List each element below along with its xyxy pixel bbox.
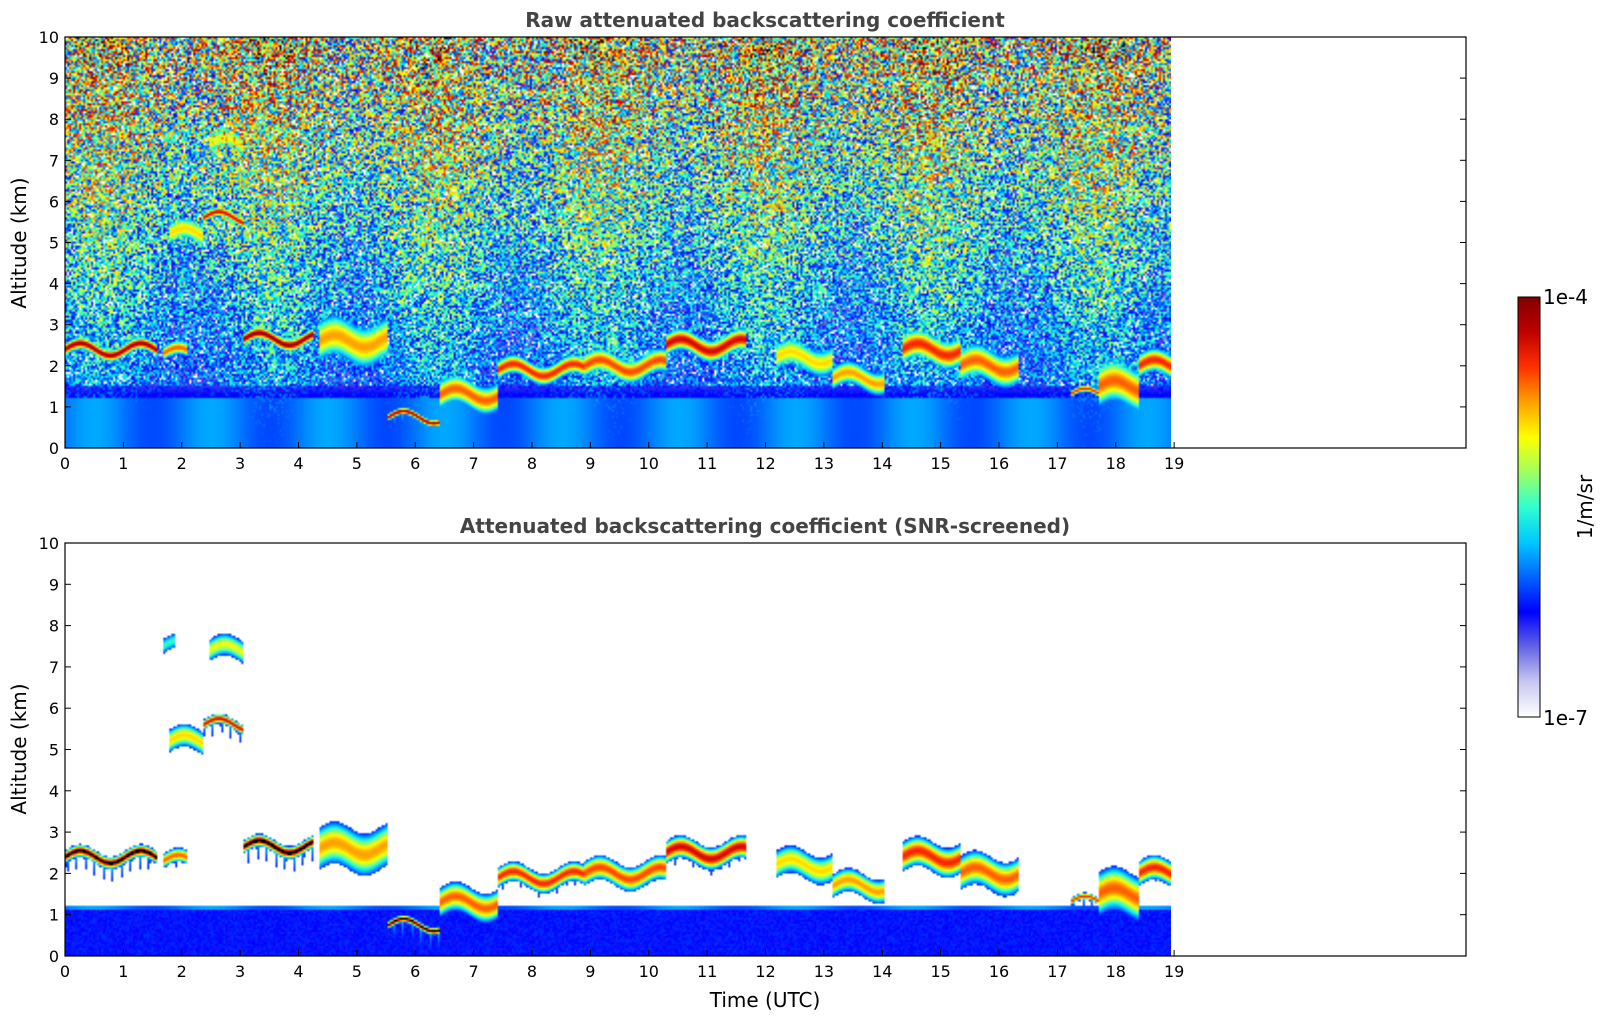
x-tick-label: 10 bbox=[639, 962, 659, 981]
x-tick-label: 3 bbox=[235, 454, 245, 473]
colorbar-min-label: 1e-7 bbox=[1543, 706, 1588, 730]
y-tick-label: 8 bbox=[49, 110, 59, 129]
y-tick-label: 0 bbox=[49, 439, 59, 458]
x-tick-label: 2 bbox=[177, 454, 187, 473]
y-tick-label: 6 bbox=[49, 192, 59, 211]
x-tick-label: 13 bbox=[814, 454, 834, 473]
y-tick-label: 9 bbox=[49, 575, 59, 594]
x-tick-label: 1 bbox=[118, 962, 128, 981]
x-tick-label: 12 bbox=[755, 962, 775, 981]
x-tick-label: 17 bbox=[1047, 454, 1067, 473]
y-tick-label: 4 bbox=[49, 782, 59, 801]
x-tick-label: 6 bbox=[410, 454, 420, 473]
y-tick-label: 3 bbox=[49, 316, 59, 335]
x-tick-label: 4 bbox=[293, 962, 303, 981]
x-tick-label: 1 bbox=[118, 454, 128, 473]
top-panel-title: Raw attenuated backscattering coefficien… bbox=[525, 8, 1005, 32]
x-tick-label: 16 bbox=[989, 962, 1009, 981]
x-tick-label: 5 bbox=[352, 962, 362, 981]
x-tick-label: 11 bbox=[697, 454, 717, 473]
x-tick-label: 12 bbox=[755, 454, 775, 473]
x-tick-label: 7 bbox=[469, 454, 479, 473]
y-tick-label: 5 bbox=[49, 234, 59, 253]
x-tick-label: 16 bbox=[989, 454, 1009, 473]
x-tick-label: 0 bbox=[60, 962, 70, 981]
colorbar-unit-label: 1/m/sr bbox=[1573, 474, 1597, 539]
x-tick-label: 18 bbox=[1106, 962, 1126, 981]
y-tick-label: 2 bbox=[49, 357, 59, 376]
bottom-panel: Attenuated backscattering coefficient (S… bbox=[7, 514, 1467, 1012]
bottom-heatmap bbox=[65, 543, 1171, 956]
x-tick-label: 17 bbox=[1047, 962, 1067, 981]
x-tick-label: 19 bbox=[1164, 454, 1184, 473]
x-tick-label: 13 bbox=[814, 962, 834, 981]
x-tick-label: 19 bbox=[1164, 962, 1184, 981]
y-tick-label: 2 bbox=[49, 864, 59, 883]
x-tick-label: 3 bbox=[235, 962, 245, 981]
colorbar-max-label: 1e-4 bbox=[1543, 285, 1588, 309]
y-tick-label: 10 bbox=[39, 28, 59, 47]
top-y-axis-label: Altitude (km) bbox=[7, 177, 31, 308]
y-tick-label: 1 bbox=[49, 906, 59, 925]
x-tick-label: 9 bbox=[585, 454, 595, 473]
y-tick-label: 5 bbox=[49, 741, 59, 760]
y-tick-label: 3 bbox=[49, 823, 59, 842]
x-tick-label: 0 bbox=[60, 454, 70, 473]
top-y-axis: 0 1 2 3 4 5 6 7 8 9 10 bbox=[39, 28, 1466, 458]
x-tick-label: 15 bbox=[930, 454, 950, 473]
x-tick-label: 11 bbox=[697, 962, 717, 981]
bottom-x-axis: 0 1 2 3 4 5 6 7 8 9 10 11 12 13 14 15 16 17 18 19 bbox=[60, 950, 1184, 981]
y-tick-label: 8 bbox=[49, 617, 59, 636]
x-tick-label: 4 bbox=[293, 454, 303, 473]
x-tick-label: 9 bbox=[585, 962, 595, 981]
top-x-axis: 0 1 2 3 4 5 6 7 8 9 10 11 12 13 14 15 16 17 18 19 bbox=[60, 442, 1184, 473]
x-tick-label: 10 bbox=[639, 454, 659, 473]
colorbar-gradient bbox=[1517, 296, 1541, 718]
x-tick-label: 14 bbox=[872, 454, 892, 473]
x-tick-label: 2 bbox=[177, 962, 187, 981]
x-tick-label: 8 bbox=[527, 962, 537, 981]
bottom-y-axis: 0 1 2 3 4 5 6 7 8 9 10 bbox=[39, 534, 1466, 966]
x-tick-label: 8 bbox=[527, 454, 537, 473]
y-tick-label: 7 bbox=[49, 658, 59, 677]
top-heatmap bbox=[65, 37, 1171, 448]
top-panel: Raw attenuated backscattering coefficien… bbox=[7, 8, 1467, 473]
y-tick-label: 4 bbox=[49, 275, 59, 294]
x-tick-label: 18 bbox=[1106, 454, 1126, 473]
y-tick-label: 7 bbox=[49, 151, 59, 170]
y-tick-label: 10 bbox=[39, 534, 59, 553]
colorbar: 1e-4 1e-7 1/m/sr bbox=[1517, 285, 1597, 730]
x-tick-label: 15 bbox=[930, 962, 950, 981]
x-axis-label: Time (UTC) bbox=[709, 988, 821, 1012]
x-tick-label: 14 bbox=[872, 962, 892, 981]
x-tick-label: 5 bbox=[352, 454, 362, 473]
y-tick-label: 6 bbox=[49, 699, 59, 718]
x-tick-label: 7 bbox=[469, 962, 479, 981]
y-tick-label: 1 bbox=[49, 398, 59, 417]
bottom-y-axis-label: Altitude (km) bbox=[7, 683, 31, 814]
y-tick-label: 9 bbox=[49, 69, 59, 88]
x-tick-label: 6 bbox=[410, 962, 420, 981]
bottom-panel-title: Attenuated backscattering coefficient (S… bbox=[460, 514, 1070, 538]
y-tick-label: 0 bbox=[49, 947, 59, 966]
